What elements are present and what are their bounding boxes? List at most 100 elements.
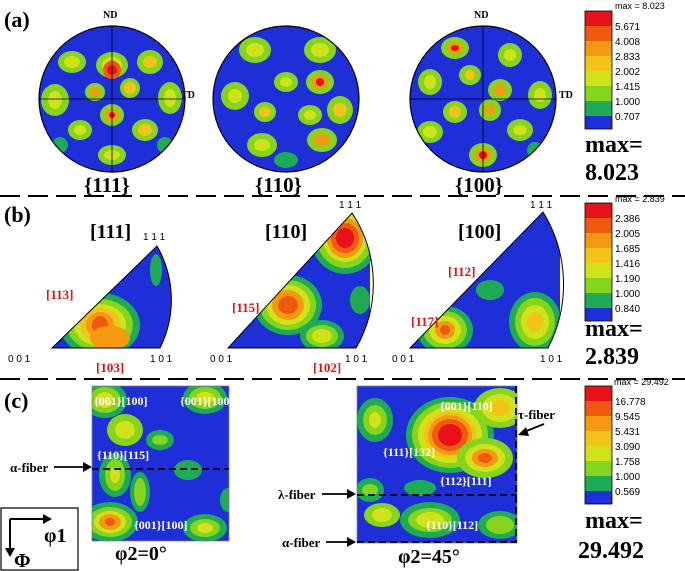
legend-max-header: max = 2.839 [615, 194, 665, 204]
legend-swatch [585, 116, 612, 129]
legend-b: max = 2.839 2.386 2.005 1.685 1.416 1.19… [584, 194, 665, 370]
legend-level: 2.833 [615, 52, 640, 63]
legend-swatch [585, 491, 612, 504]
legend-swatch [585, 446, 612, 461]
lambda-fiber-label: λ-fiber [278, 487, 316, 502]
panel-b: (b) [111] 1 1 1 0 0 1 1 0 1 [113] [103] [4, 194, 665, 375]
orientation-label: {110}[112] [426, 518, 478, 532]
legend-swatch [585, 263, 612, 278]
legend-c: max = 29.492 16.778 9.545 5.431 3.090 1.… [578, 377, 669, 564]
annotation-red: [115] [232, 300, 259, 315]
corner-label-left: 0 0 1 [8, 354, 31, 365]
max-value: 8.023 [585, 160, 639, 186]
legend-swatch [585, 218, 612, 233]
legend-max-header: max = 29.492 [614, 377, 669, 387]
arrow-icon [518, 427, 529, 436]
annotation-red: [102] [313, 360, 341, 375]
legend-level: 1.758 [615, 457, 640, 468]
orientation-label: {001}[100] [134, 518, 187, 532]
legend-swatch [585, 71, 612, 86]
legend-level: 1.000 [615, 472, 640, 483]
legend-level: 1.415 [615, 82, 640, 93]
panel-c: (c) {001}[100] {001}[100] {110}[115] {00… [0, 377, 669, 571]
legend-swatch [585, 56, 612, 71]
max-value: 29.492 [578, 538, 644, 564]
annotation-red: [113] [46, 287, 73, 302]
ipf-triangle-100: [100] 1 1 1 0 0 1 1 0 1 [112] [117] [392, 200, 565, 365]
legend-level: 1.000 [615, 289, 640, 300]
legend-swatch [585, 293, 612, 308]
phi1-axis-label: φ1 [44, 525, 66, 547]
legend-level: 0.840 [615, 304, 640, 315]
legend-level: 2.002 [615, 67, 640, 78]
legend-swatch [585, 11, 612, 26]
annotation-red: [103] [96, 360, 124, 375]
legend-level: 0.707 [615, 112, 640, 123]
legend-swatch [585, 26, 612, 41]
corner-label-left: 0 0 1 [210, 354, 233, 365]
section-caption: φ2=45° [398, 546, 460, 568]
orientation-label: {001}[100] [94, 394, 147, 408]
Phi-axis-label: Φ [14, 550, 31, 571]
corner-label-right: 1 0 1 [150, 354, 173, 365]
legend-a: max = 8.023 5.671 4.008 2.833 2.002 1.41… [584, 1, 665, 186]
legend-swatch [585, 401, 612, 416]
orientation-label: {111}[132] [383, 445, 435, 459]
section-caption: φ2=0° [115, 543, 167, 565]
legend-level: 5.671 [615, 22, 640, 33]
corner-label-right: 1 0 1 [540, 354, 563, 365]
max-label: max= [585, 508, 643, 534]
legend-swatch [585, 101, 612, 116]
odf-section-phi2-45: {001}[110] {111}[132] {112}[111] {110}[1… [356, 385, 518, 568]
corner-label-left: 0 0 1 [392, 354, 415, 365]
legend-level: 4.008 [615, 37, 640, 48]
legend-level: 2.386 [615, 214, 640, 225]
legend-max-header: max = 8.023 [615, 1, 665, 11]
legend-swatch [585, 248, 612, 263]
tau-fiber-label: τ-fiber [518, 407, 555, 422]
direction-label: [111] [90, 221, 131, 243]
arrow-down-icon [5, 548, 15, 557]
corner-label-top: 1 1 1 [339, 200, 362, 211]
alpha-fiber-label: α-fiber [10, 460, 49, 475]
pole-figure-100: ND TD {100} [409, 10, 573, 197]
nd-axis-label: ND [474, 10, 488, 21]
pole-figure-110: {110} [212, 25, 360, 197]
pole-label-100: {100} [455, 173, 503, 197]
legend-swatch [585, 233, 612, 248]
legend-swatch [585, 386, 612, 401]
corner-label-right: 1 0 1 [345, 354, 368, 365]
pole-label-110: {110} [255, 173, 302, 197]
legend-level: 16.778 [615, 397, 646, 408]
odf-section-phi2-0: {001}[100] {001}[100] {110}[115] {001}[1… [91, 385, 233, 565]
legend-swatch [585, 476, 612, 491]
legend-level: 5.431 [615, 427, 640, 438]
annotation-red: [117] [411, 314, 438, 329]
td-axis-label: TD [559, 90, 573, 101]
legend-level: 1.416 [615, 259, 640, 270]
fiber-annotations: α-fiber λ-fiber α-fiber τ-fiber [10, 386, 555, 550]
orientation-label: {110}[115] [97, 448, 149, 462]
legend-level: 9.545 [615, 412, 640, 423]
ipf-triangle-111: [111] 1 1 1 0 0 1 1 0 1 [113] [103] [8, 221, 173, 375]
max-value: 2.839 [585, 344, 639, 370]
euler-axis-key: φ1 Φ [0, 507, 79, 571]
arrow-right-icon [43, 514, 52, 524]
ipf-triangle-110: [110] 1 1 1 0 0 1 1 0 1 [115] [102] [210, 200, 374, 375]
legend-level: 0.569 [615, 487, 640, 498]
legend-swatch [585, 461, 612, 476]
direction-label: [110] [265, 221, 307, 243]
legend-swatch [585, 308, 612, 321]
pole-figure-111: ND TD {111} [38, 10, 195, 197]
orientation-label: {001}[100] [180, 394, 233, 408]
annotation-red: [112] [448, 264, 475, 279]
arrow-icon [83, 462, 92, 472]
legend-swatch [585, 41, 612, 56]
legend-swatch [585, 86, 612, 101]
legend-level: 2.005 [615, 229, 640, 240]
panel-a-label: (a) [4, 7, 30, 32]
legend-swatch [585, 278, 612, 293]
legend-swatch [585, 431, 612, 446]
legend-swatch [585, 416, 612, 431]
